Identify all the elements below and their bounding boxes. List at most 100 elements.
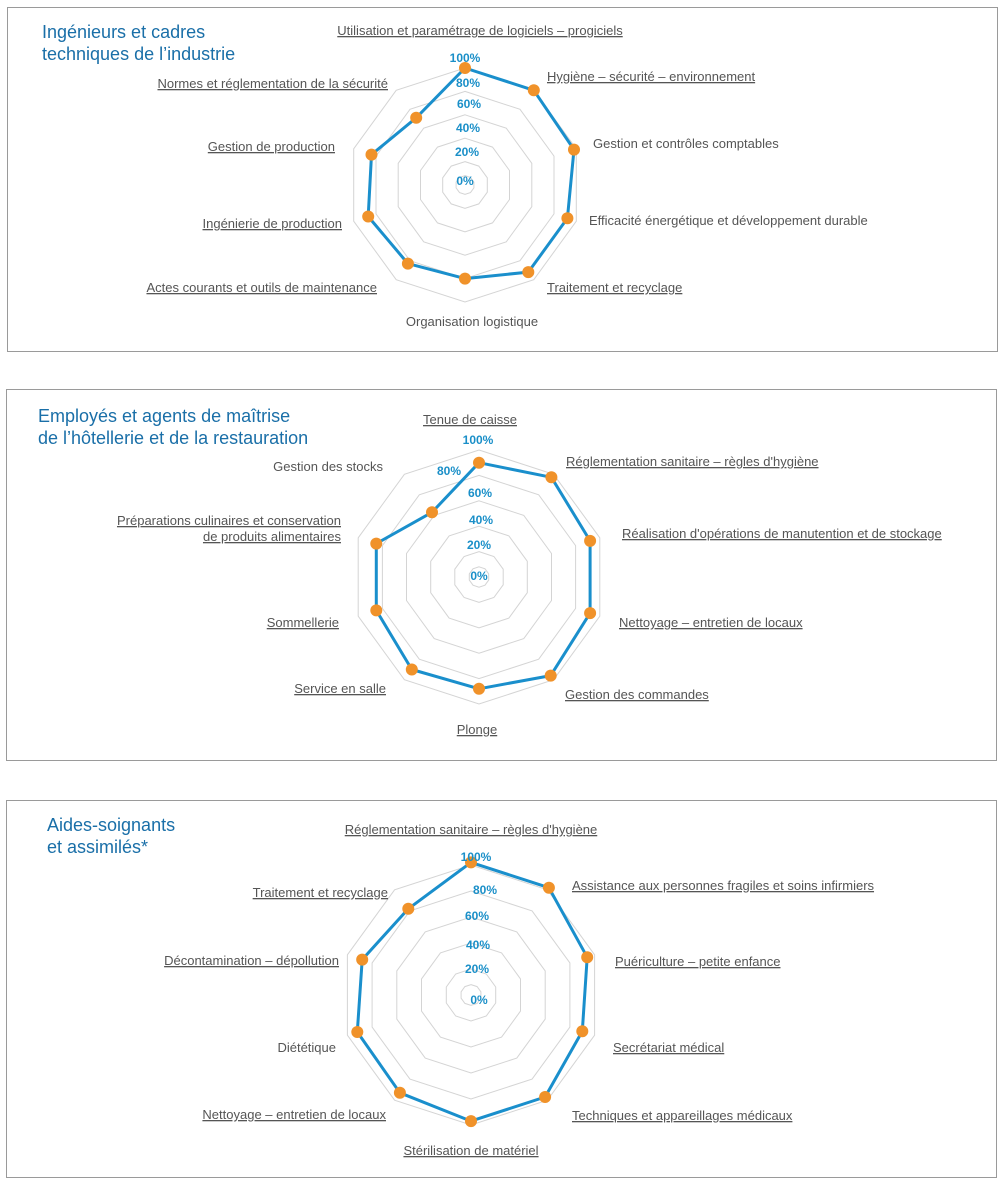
- radial-tick-label: 60%: [465, 909, 489, 923]
- data-point: [402, 902, 415, 915]
- radial-tick-label: 100%: [461, 850, 492, 864]
- data-point: [393, 1086, 406, 1099]
- chart-title: Employés et agents de maîtrise de l’hôte…: [38, 405, 308, 449]
- axis-label: Hygiène – sécurité – environnement: [547, 69, 756, 84]
- data-point: [356, 953, 369, 966]
- data-point: [581, 951, 594, 964]
- radial-tick-label: 20%: [465, 962, 489, 976]
- title-line-1: Ingénieurs et cadres: [42, 22, 206, 42]
- radial-tick-label: 0%: [470, 993, 488, 1007]
- radial-tick-label: 40%: [469, 513, 493, 527]
- radial-tick-label: 0%: [456, 174, 474, 188]
- data-point: [370, 537, 383, 550]
- data-point: [568, 143, 580, 156]
- radar-chart: 0% 20% 40% 60% 80% 100% Tenue de caisse Régleme…: [117, 412, 942, 737]
- data-point: [426, 506, 438, 519]
- axis-label: Réalisation d'opérations de manutention …: [622, 526, 942, 541]
- radial-tick-label: 0%: [470, 569, 488, 583]
- axis-label: Assistance aux personnes fragiles et soi…: [572, 878, 875, 893]
- radial-tick-label: 40%: [466, 938, 490, 952]
- radar-grid: [357, 449, 601, 705]
- axis-label: Décontamination – dépollution: [164, 953, 339, 968]
- axis-label: Tenue de caisse: [423, 412, 517, 427]
- radial-tick-label: 100%: [450, 51, 481, 65]
- grid-ring: [371, 890, 571, 1100]
- data-point: [539, 1091, 552, 1103]
- grid-ring: [396, 916, 546, 1074]
- axis-label: Techniques et appareillages médicaux: [572, 1108, 793, 1123]
- axis-label: Normes et réglementation de la sécurité: [157, 76, 388, 91]
- data-point: [410, 111, 423, 124]
- title-line-1: Employés et agents de maîtrise: [38, 406, 291, 426]
- data-point: [351, 1026, 364, 1038]
- axis-label: Stérilisation de matériel: [403, 1143, 538, 1158]
- data-point: [527, 84, 540, 97]
- data-point: [365, 148, 378, 161]
- axis-label: Nettoyage – entretien de locaux: [619, 615, 803, 630]
- radial-tick-label: 40%: [456, 121, 480, 135]
- axis-label: Traitement et recyclage: [547, 280, 682, 295]
- axis-label: Gestion des commandes: [565, 687, 709, 702]
- axis-label: Puériculture – petite enfance: [615, 954, 781, 969]
- data-point: [544, 669, 557, 682]
- title-line-1: Aides-soignants: [47, 815, 176, 835]
- grid-ring: [468, 566, 490, 588]
- data-point: [584, 534, 597, 547]
- chart-panel-engineers: Ingénieurs et cadres techniques de l’ind…: [7, 7, 998, 352]
- data-point: [405, 663, 418, 676]
- radial-tick-label: 20%: [467, 538, 491, 552]
- chart-title: Aides-soignants et assimilés*: [47, 814, 175, 858]
- grid-ring: [430, 525, 528, 629]
- data-point: [584, 607, 597, 620]
- radial-tick-label: 80%: [437, 464, 461, 478]
- series-line: [355, 860, 589, 1123]
- grid-ring: [397, 114, 533, 256]
- grid-ring: [353, 67, 577, 303]
- radar-chart: 0% 20% 40% 60% 80% 100% Réglementation sanitai…: [164, 822, 875, 1158]
- data-point: [459, 272, 471, 285]
- data-point: [576, 1025, 589, 1038]
- axis-label: Nettoyage – entretien de locaux: [202, 1107, 386, 1122]
- title-line-2: de l’hôtellerie et de la restauration: [38, 428, 309, 448]
- axis-label: Réglementation sanitaire – règles d'hygi…: [566, 454, 819, 469]
- chart-panel-care-assistants: Aides-soignants et assimilés* 0% 20% 40% 60…: [6, 800, 997, 1178]
- data-point: [459, 62, 471, 74]
- grid-ring: [406, 500, 552, 654]
- axis-label: Sommellerie: [267, 615, 339, 630]
- data-point: [473, 682, 485, 695]
- axis-label: Service en salle: [294, 681, 386, 696]
- axis-label: Préparations culinaires et conservation d…: [117, 513, 342, 544]
- data-point: [370, 604, 383, 617]
- data-point: [522, 266, 535, 279]
- grid-ring: [445, 968, 497, 1022]
- grid-ring: [420, 137, 510, 233]
- grid-ring: [357, 449, 601, 705]
- axis-label: Utilisation et paramétrage de logiciels …: [337, 23, 623, 38]
- data-point: [545, 471, 558, 484]
- axis-label: Diététique: [277, 1040, 336, 1055]
- axis-label: Plonge: [457, 722, 497, 737]
- data-point: [465, 1115, 477, 1128]
- grid-ring: [455, 175, 475, 195]
- grid-ring: [454, 551, 504, 603]
- radial-tick-label: 60%: [468, 486, 492, 500]
- axis-label: Gestion et contrôles comptables: [593, 136, 779, 151]
- radial-tick-label: 80%: [473, 883, 497, 897]
- title-line-2: et assimilés*: [47, 837, 149, 857]
- radial-tick-label: 100%: [463, 433, 494, 447]
- radial-tick-label: 20%: [455, 145, 479, 159]
- grid-ring: [442, 161, 488, 209]
- axis-label: Actes courants et outils de maintenance: [146, 280, 377, 295]
- axis-label: Gestion de production: [208, 139, 335, 154]
- axis-label: Traitement et recyclage: [253, 885, 388, 900]
- title-line-2: techniques de l’industrie: [42, 44, 236, 64]
- radial-tick-label: 60%: [457, 97, 481, 111]
- chart-panel-hospitality: Employés et agents de maîtrise de l’hôte…: [6, 389, 997, 761]
- radar-chart: 0% 20% 40% 60% 80% 100% Utilisation et paramét…: [146, 23, 867, 329]
- grid-ring: [381, 474, 577, 680]
- radial-tick-label: 80%: [456, 76, 480, 90]
- data-point: [401, 257, 414, 270]
- data-point: [362, 210, 375, 223]
- axis-label: Organisation logistique: [406, 314, 538, 329]
- data-point: [561, 212, 574, 225]
